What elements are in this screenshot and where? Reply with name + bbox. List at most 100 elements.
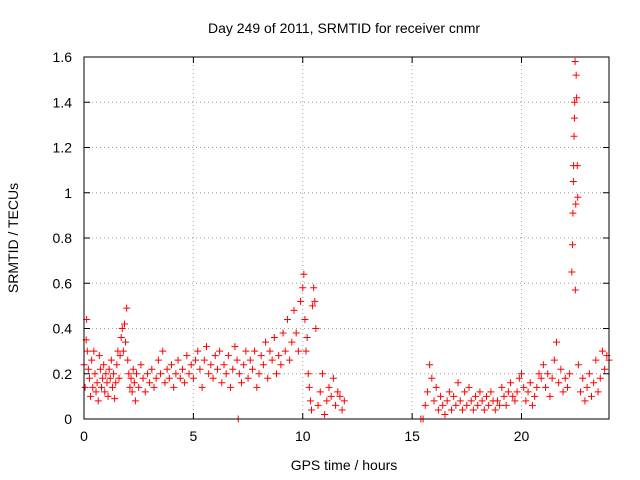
data-point	[189, 374, 197, 382]
data-point	[309, 302, 317, 310]
data-point	[148, 365, 156, 373]
data-point	[200, 356, 208, 364]
data-point	[290, 306, 298, 314]
data-point	[198, 383, 206, 391]
data-point	[572, 71, 580, 79]
data-point	[181, 379, 189, 387]
data-point	[207, 361, 215, 369]
data-point	[469, 406, 477, 414]
data-point	[573, 162, 581, 170]
data-point	[533, 383, 541, 391]
data-point	[123, 304, 131, 312]
data-point	[100, 361, 108, 369]
data-point	[96, 365, 104, 373]
data-point	[218, 379, 226, 387]
data-point	[524, 388, 532, 396]
data-point	[458, 406, 466, 414]
data-point	[601, 365, 609, 373]
data-point	[461, 388, 469, 396]
data-point	[268, 356, 276, 364]
data-point	[246, 356, 254, 364]
data-point	[430, 397, 438, 405]
data-point	[211, 352, 219, 360]
data-point	[522, 397, 530, 405]
data-point	[163, 365, 171, 373]
data-point	[441, 410, 449, 418]
data-point	[115, 374, 123, 382]
data-point	[227, 383, 235, 391]
x-tick-label: 20	[514, 428, 530, 444]
data-point	[559, 388, 567, 396]
data-point	[515, 374, 523, 382]
data-point	[264, 374, 272, 382]
data-point	[588, 392, 595, 400]
data-point	[124, 356, 132, 364]
data-point	[537, 374, 545, 382]
data-point	[224, 352, 232, 360]
data-point	[321, 410, 329, 418]
data-point	[434, 406, 442, 414]
data-point	[292, 329, 300, 337]
data-point	[143, 370, 151, 378]
data-point	[93, 379, 101, 387]
data-point	[259, 361, 267, 369]
data-point	[299, 284, 307, 292]
data-point	[571, 58, 579, 66]
data-point	[583, 383, 591, 391]
data-point	[231, 343, 239, 351]
data-point	[154, 356, 162, 364]
data-point	[103, 379, 111, 387]
data-point	[106, 374, 114, 382]
data-point	[235, 370, 243, 378]
data-point	[159, 347, 167, 355]
data-point	[92, 388, 100, 396]
y-tick-label: 0	[64, 411, 72, 427]
data-point	[478, 397, 486, 405]
data-point	[185, 370, 193, 378]
y-tick-label: 0.6	[53, 275, 73, 291]
data-point	[452, 401, 460, 409]
x-tick-label: 15	[404, 428, 420, 444]
data-point	[304, 370, 312, 378]
x-tick-label: 10	[295, 428, 311, 444]
data-point	[101, 388, 109, 396]
data-point	[553, 338, 560, 346]
data-point	[325, 383, 333, 391]
data-point	[183, 352, 191, 360]
data-point	[443, 397, 451, 405]
data-point	[502, 401, 510, 409]
data-point	[456, 397, 464, 405]
data-point	[116, 352, 124, 360]
data-point	[474, 401, 482, 409]
data-point	[518, 370, 525, 378]
data-point	[585, 370, 593, 378]
data-point	[83, 347, 91, 355]
data-point	[568, 241, 576, 249]
data-point	[465, 383, 473, 391]
data-point	[275, 352, 283, 360]
data-point	[300, 270, 308, 278]
data-point	[203, 343, 210, 351]
data-point	[111, 395, 119, 403]
data-point	[546, 392, 554, 400]
data-point	[170, 383, 178, 391]
data-point	[581, 397, 589, 405]
data-point	[270, 334, 278, 342]
data-point	[463, 401, 471, 409]
data-point	[577, 388, 585, 396]
data-point	[281, 347, 289, 355]
data-point	[500, 392, 508, 400]
data-point	[570, 132, 578, 140]
data-point	[194, 347, 202, 355]
data-point	[445, 388, 453, 396]
data-point	[504, 388, 512, 396]
data-point	[480, 406, 488, 414]
data-point	[448, 406, 455, 414]
data-point	[528, 401, 536, 409]
data-point	[120, 320, 128, 328]
x-tick-labels: 0 5 10 15 20	[80, 428, 529, 444]
data-point	[192, 356, 200, 364]
data-point	[279, 329, 287, 337]
data-point	[301, 315, 309, 323]
data-point	[222, 370, 230, 378]
